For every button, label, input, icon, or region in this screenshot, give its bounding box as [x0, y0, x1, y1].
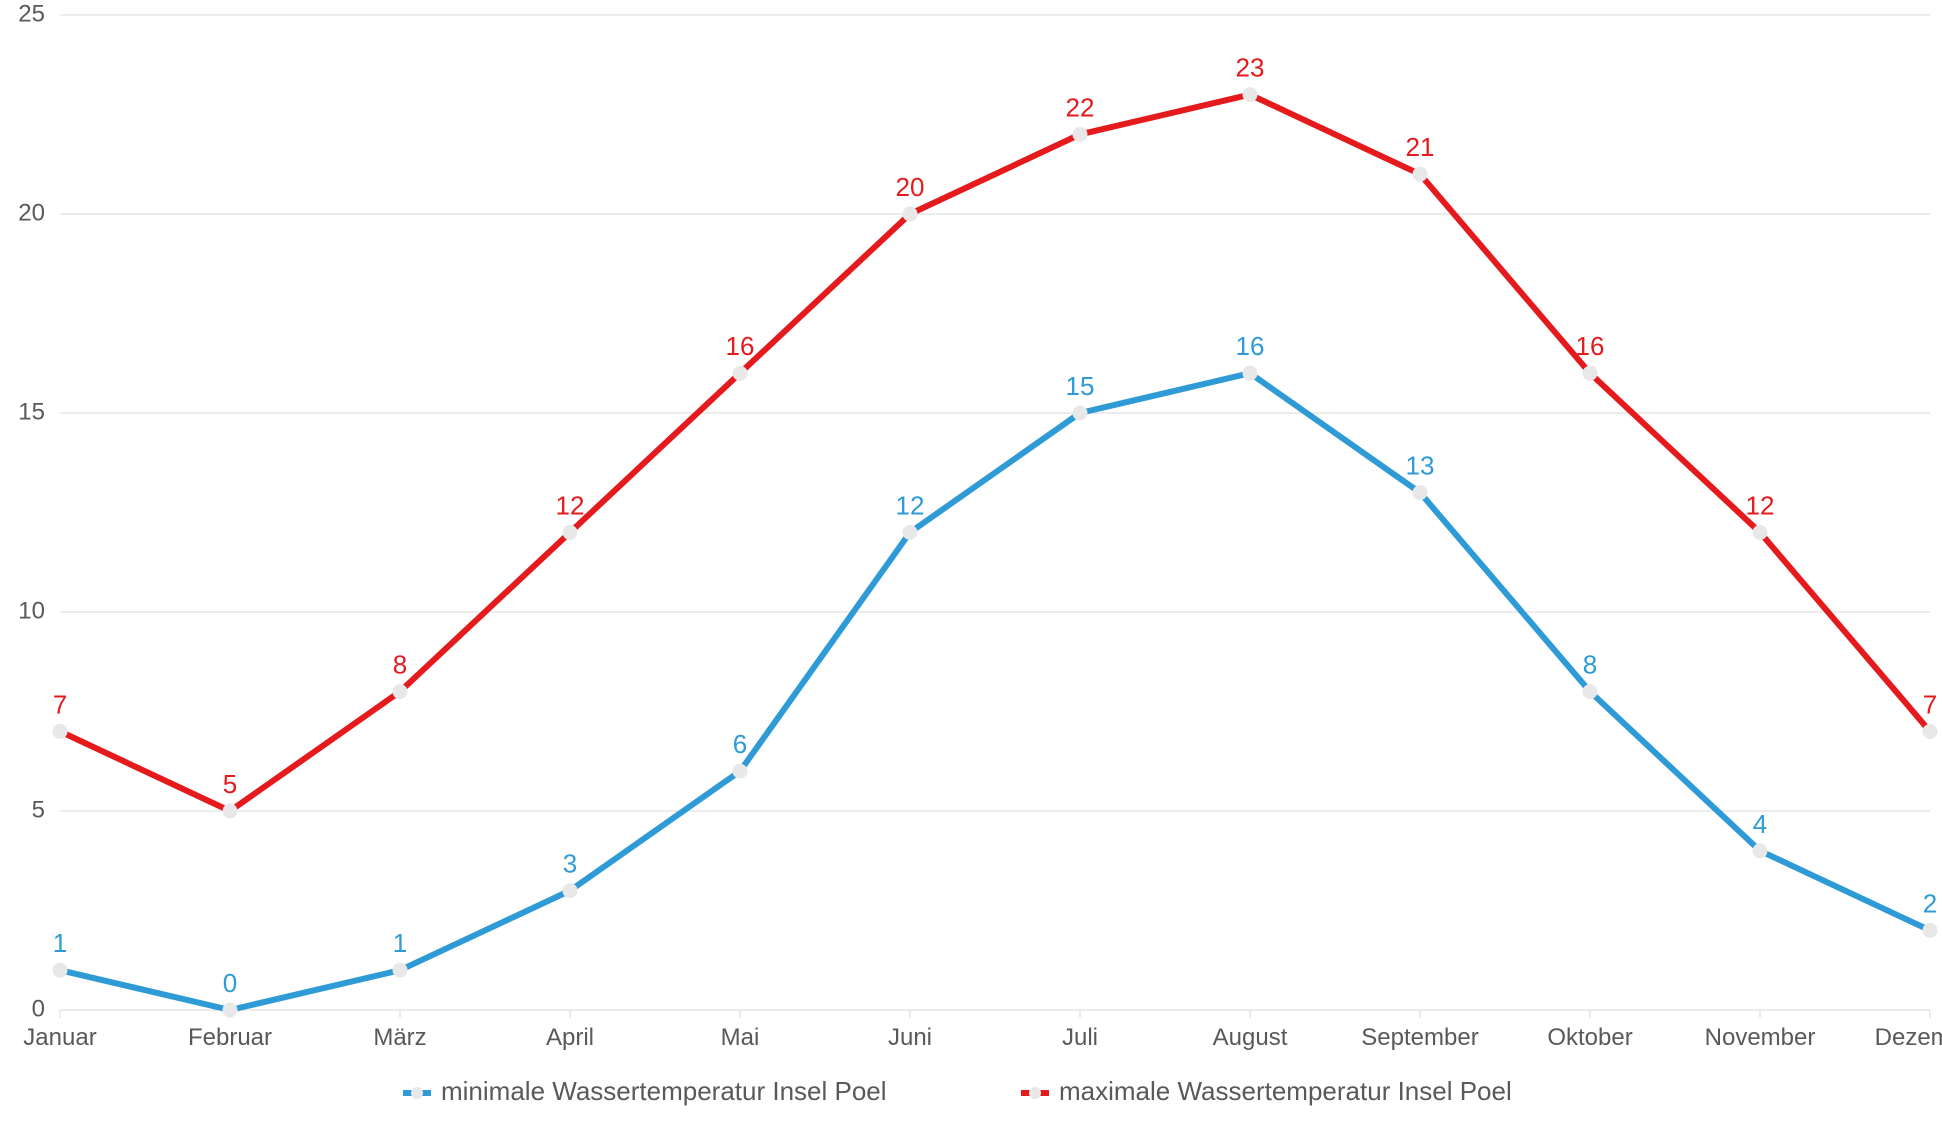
chart-svg: 0510152025JanuarFebruarMärzAprilMaiJuniJ…	[0, 0, 1942, 1131]
x-tick-label: November	[1705, 1024, 1816, 1051]
data-label: 3	[563, 849, 577, 879]
data-marker	[903, 207, 917, 221]
data-marker	[733, 366, 747, 380]
data-marker	[393, 963, 407, 977]
data-label: 16	[726, 331, 755, 361]
data-marker	[1073, 127, 1087, 141]
data-label: 7	[1923, 689, 1937, 719]
data-marker	[53, 724, 67, 738]
data-label: 1	[393, 928, 407, 958]
data-label: 8	[393, 650, 407, 680]
data-marker	[563, 525, 577, 539]
x-tick-label: April	[546, 1024, 594, 1051]
gridlines: 0510152025	[18, 0, 1930, 1022]
data-marker	[223, 804, 237, 818]
y-tick-label: 15	[18, 398, 45, 425]
x-tick-label: September	[1361, 1024, 1478, 1051]
data-label: 16	[1236, 331, 1265, 361]
data-label: 2	[1923, 888, 1937, 918]
line-chart: 0510152025JanuarFebruarMärzAprilMaiJuniJ…	[0, 0, 1942, 1131]
x-tick-label: Mai	[721, 1024, 760, 1051]
data-label: 23	[1236, 53, 1265, 83]
data-marker	[1923, 724, 1937, 738]
data-marker	[1243, 366, 1257, 380]
data-marker	[1243, 88, 1257, 102]
x-tick-label: März	[373, 1024, 426, 1051]
legend-label-max: maximale Wassertemperatur Insel Poel	[1059, 1076, 1512, 1106]
data-marker	[1923, 923, 1937, 937]
data-marker	[1753, 844, 1767, 858]
y-tick-label: 5	[32, 796, 45, 823]
data-marker	[903, 525, 917, 539]
data-label: 15	[1066, 371, 1095, 401]
y-tick-label: 10	[18, 597, 45, 624]
x-tick-label: Juli	[1062, 1024, 1098, 1051]
data-label: 16	[1576, 331, 1605, 361]
data-marker	[1583, 685, 1597, 699]
x-tick-label: Dezember	[1875, 1024, 1942, 1051]
data-label: 6	[733, 729, 747, 759]
data-label: 21	[1406, 132, 1435, 162]
x-tick-label: Februar	[188, 1024, 272, 1051]
data-label: 7	[53, 689, 67, 719]
data-label: 5	[223, 769, 237, 799]
x-tick-label: August	[1213, 1024, 1288, 1051]
data-label: 12	[896, 490, 925, 520]
data-marker	[53, 963, 67, 977]
legend-label-min: minimale Wassertemperatur Insel Poel	[441, 1076, 887, 1106]
x-tick-label: Oktober	[1547, 1024, 1632, 1051]
x-tick-label: Januar	[23, 1024, 96, 1051]
legend: minimale Wassertemperatur Insel Poel maxi…	[403, 1076, 1512, 1106]
x-tick-label: Juni	[888, 1024, 932, 1051]
data-label: 12	[556, 490, 585, 520]
y-tick-label: 25	[18, 0, 45, 27]
data-marker	[1583, 366, 1597, 380]
data-label: 20	[896, 172, 925, 202]
data-marker	[563, 884, 577, 898]
data-label: 4	[1753, 809, 1767, 839]
data-label: 22	[1066, 92, 1095, 122]
y-tick-label: 0	[32, 995, 45, 1022]
series-max: 7 5 8 12 16 20 22 23 21 16 12 7	[53, 53, 1937, 818]
data-marker	[1753, 525, 1767, 539]
data-marker	[1413, 486, 1427, 500]
data-label: 0	[223, 968, 237, 998]
data-label: 1	[53, 928, 67, 958]
data-label: 12	[1746, 490, 1775, 520]
x-axis: Januar Februar März April Mai Juni Juli August S…	[23, 1010, 1942, 1051]
data-marker	[1413, 167, 1427, 181]
data-marker	[1073, 406, 1087, 420]
data-marker	[733, 764, 747, 778]
data-marker	[223, 1003, 237, 1017]
y-tick-label: 20	[18, 199, 45, 226]
data-label: 13	[1406, 451, 1435, 481]
data-label: 8	[1583, 650, 1597, 680]
data-marker	[393, 685, 407, 699]
